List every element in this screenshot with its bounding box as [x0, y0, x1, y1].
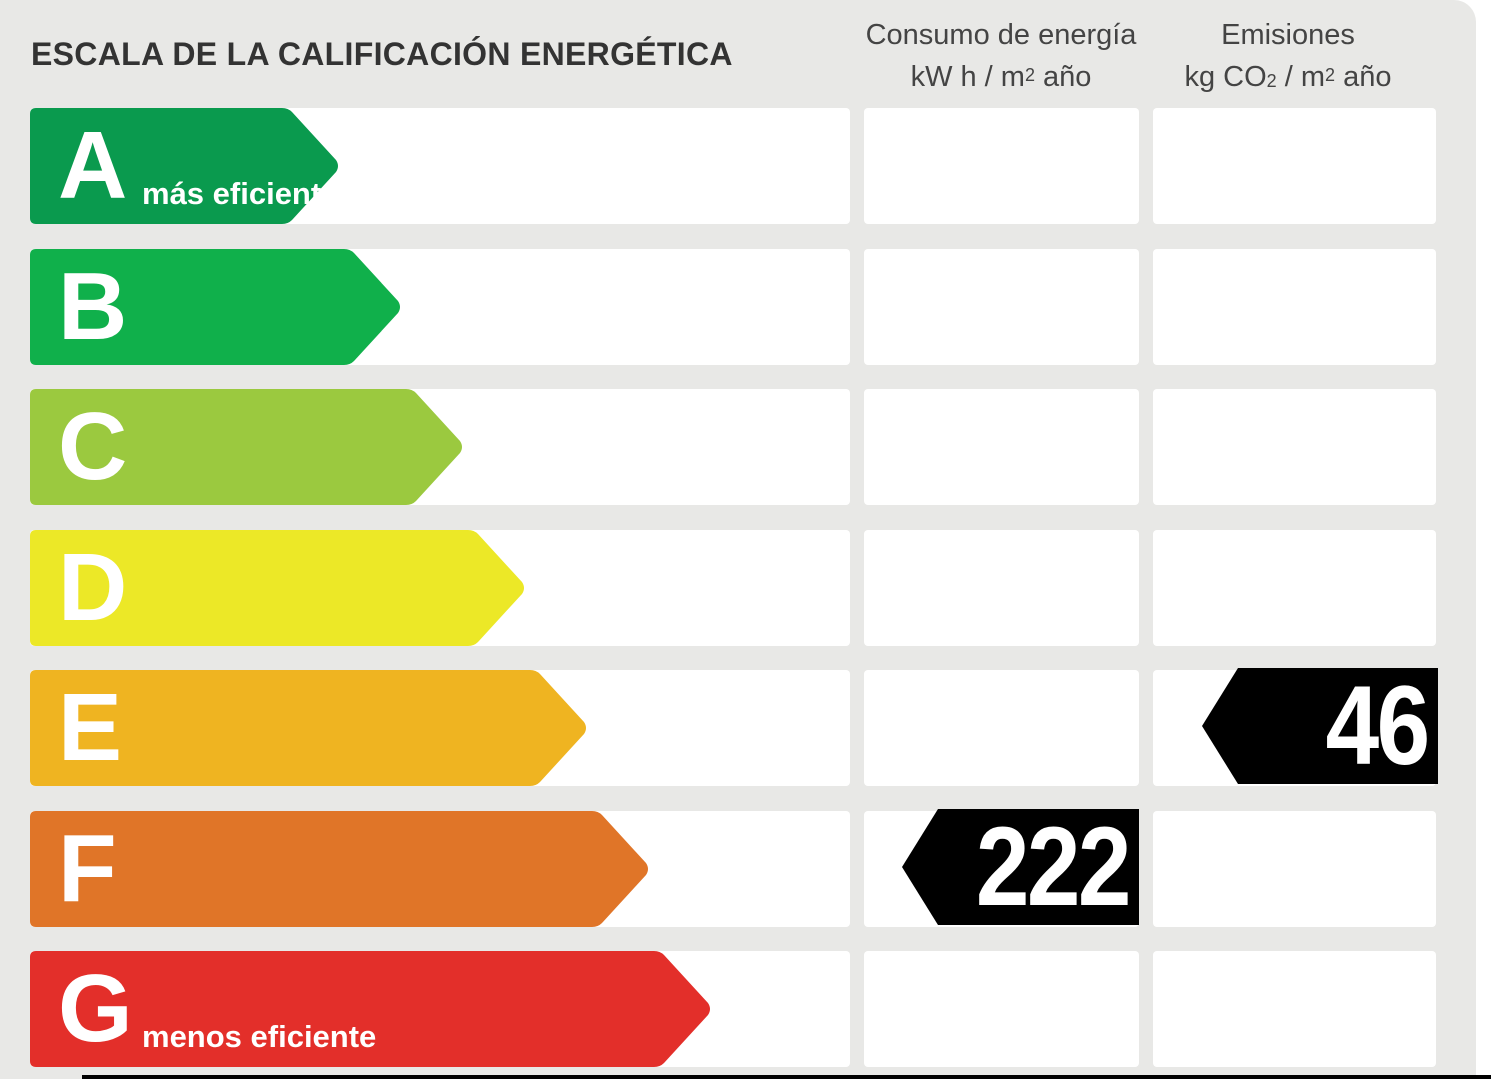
rating-arrow-c: C: [30, 389, 464, 505]
rating-letter: F: [58, 815, 117, 922]
bottom-rule: [82, 1075, 1491, 1079]
consumption-cell: [864, 951, 1139, 1067]
emissions-result-value: 46: [1326, 663, 1431, 788]
rating-letter: E: [58, 674, 123, 781]
consumption-header-label: Consumo de energía: [865, 19, 1137, 51]
rating-arrow-d: D: [30, 530, 526, 646]
emissions-cell: [1153, 951, 1436, 1067]
rating-letter: G: [58, 955, 133, 1062]
consumption-cell: [864, 108, 1139, 224]
emissions-column-header: Emisiones kg CO2 / m2 año: [1140, 14, 1436, 98]
consumption-cell: [864, 389, 1139, 505]
emissions-cell: [1153, 530, 1436, 646]
consumption-result-badge: 222: [902, 809, 1139, 925]
consumption-header-unit: kW h / m2 año: [910, 61, 1092, 93]
emissions-cell: [1153, 389, 1436, 505]
rating-arrow-e: E: [30, 670, 588, 786]
rating-descriptor: menos eficiente: [142, 1019, 377, 1054]
rating-arrow-b: B: [30, 249, 402, 365]
emissions-cell: [1153, 108, 1436, 224]
rating-letter: C: [58, 393, 128, 500]
consumption-cell: [864, 670, 1139, 786]
consumption-column-header: Consumo de energía kW h / m2 año: [850, 14, 1152, 98]
consumption-result-value: 222: [976, 804, 1132, 929]
emissions-result-badge: 46: [1202, 668, 1438, 784]
rating-arrow-f: F: [30, 811, 650, 927]
consumption-cell: [864, 530, 1139, 646]
emissions-cell: [1153, 811, 1436, 927]
rating-letter: B: [58, 253, 128, 360]
emissions-header-label: Emisiones: [1221, 19, 1355, 51]
consumption-cell: [864, 249, 1139, 365]
emissions-header-unit: kg CO2 / m2 año: [1184, 61, 1392, 93]
rating-letter: A: [58, 112, 128, 219]
rating-descriptor: más eficiente: [142, 176, 339, 211]
scale-title: ESCALA DE LA CALIFICACIÓN ENERGÉTICA: [31, 36, 733, 72]
emissions-cell: [1153, 249, 1436, 365]
rating-letter: D: [58, 534, 128, 641]
